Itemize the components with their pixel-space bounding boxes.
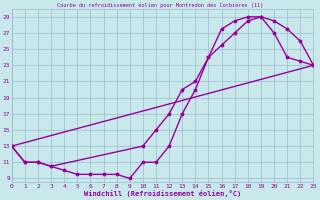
Text: Courbe du refroidissement éolien pour Montredon des Corbières (11): Courbe du refroidissement éolien pour Mo…: [57, 2, 263, 7]
X-axis label: Windchill (Refroidissement éolien,°C): Windchill (Refroidissement éolien,°C): [84, 190, 241, 197]
